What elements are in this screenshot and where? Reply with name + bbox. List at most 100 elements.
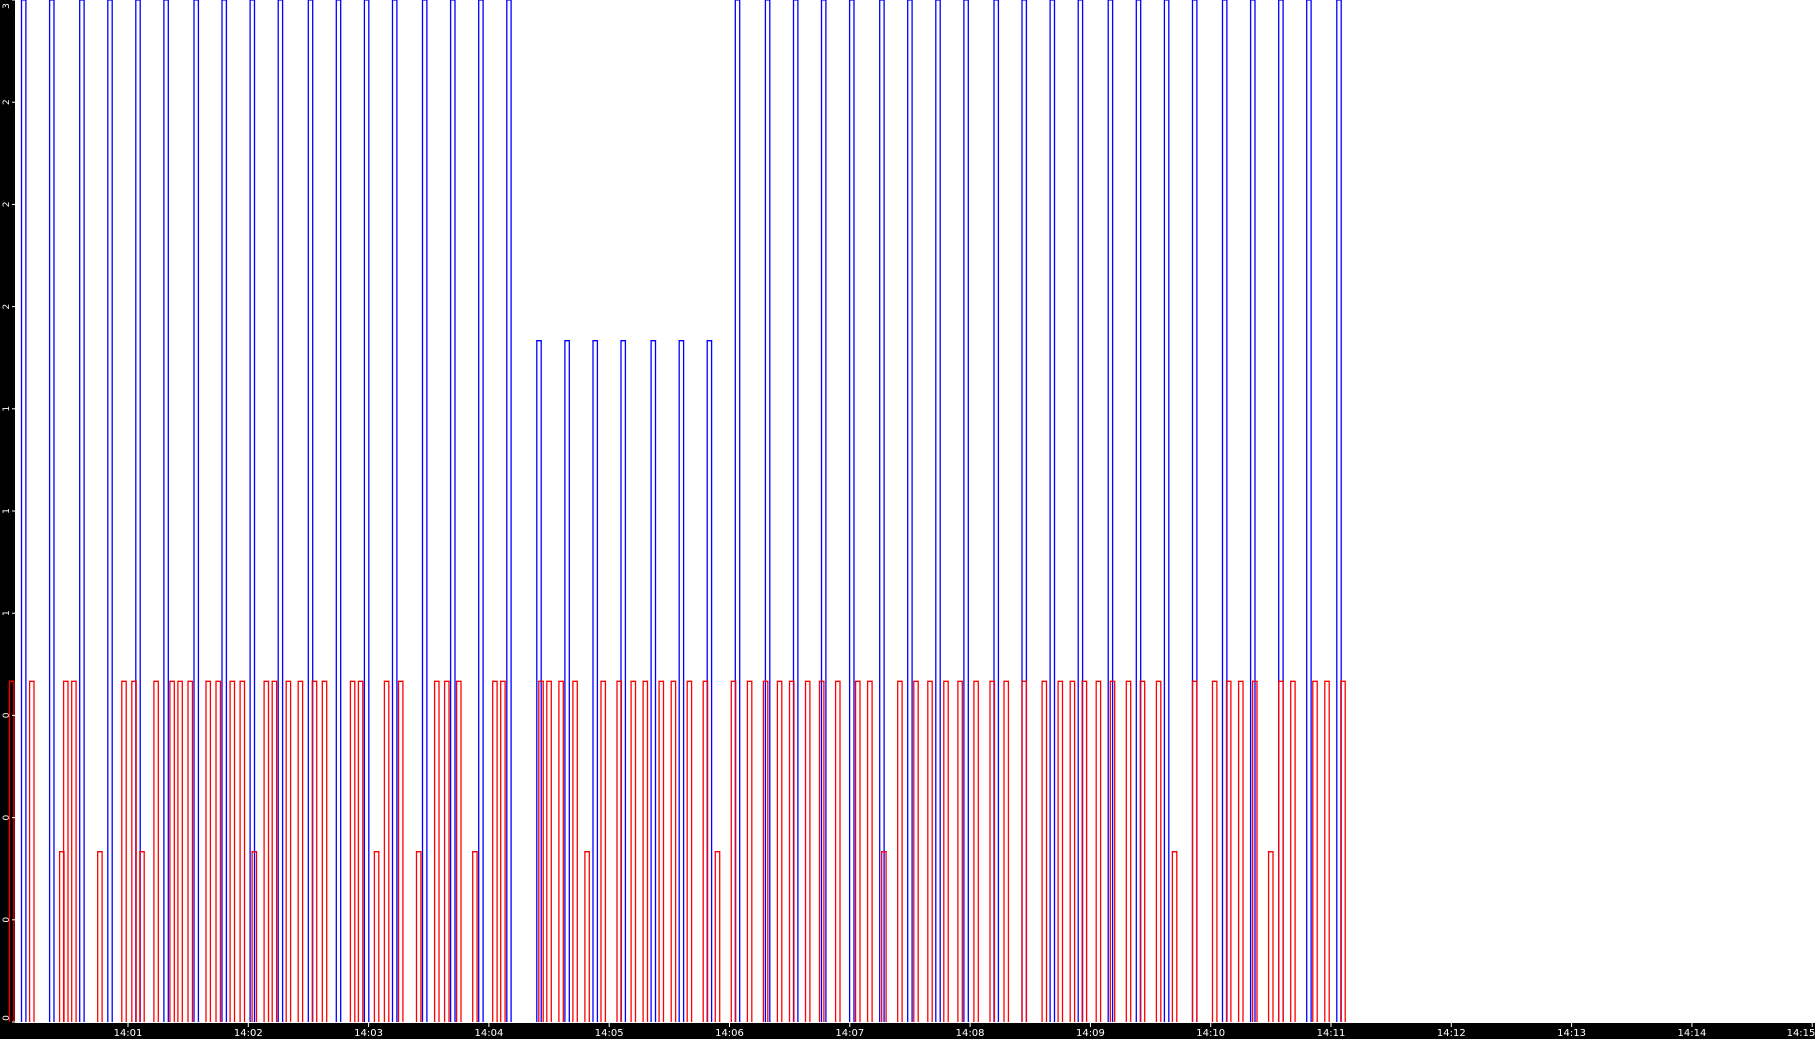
series-0-pulse-34 <box>993 0 1000 1022</box>
series-0-pulse-26 <box>764 0 771 1022</box>
x-tick-label-14: 14:15 <box>1787 1028 1815 1039</box>
series-1-pulse-52 <box>762 680 769 1022</box>
x-tick-label-0: 14:01 <box>114 1028 143 1039</box>
series-1-pulse-48 <box>702 680 709 1022</box>
series-0-pulse-15 <box>449 0 456 1022</box>
bottom-axis-bar <box>0 1023 1815 1039</box>
series-1-pulse-26 <box>373 851 380 1022</box>
series-0-pulse-28 <box>820 0 827 1022</box>
series-1-pulse-32 <box>455 680 462 1022</box>
series-1-pulse-10 <box>169 680 175 1022</box>
series-0 <box>20 0 1342 1022</box>
series-0-pulse-10 <box>307 0 314 1022</box>
series-0-pulse-25 <box>734 0 741 1022</box>
series-1-pulse-12 <box>187 680 194 1022</box>
y-tick-label-7: 2 <box>2 304 12 310</box>
x-tick-label-6: 14:07 <box>835 1028 864 1039</box>
series-0-pulse-37 <box>1077 0 1084 1022</box>
series-1-pulse-71 <box>1057 680 1064 1022</box>
y-tick-label-8: 2 <box>2 202 12 208</box>
x-tick-label-10: 14:11 <box>1317 1028 1346 1039</box>
series-0-pulse-32 <box>935 0 941 1022</box>
series-0-pulse-22 <box>650 340 657 1022</box>
series-0-pulse-17 <box>506 0 512 1022</box>
series-1-pulse-87 <box>1290 680 1296 1022</box>
series-0-pulse-16 <box>478 0 484 1022</box>
series-0-pulse-38 <box>1107 0 1114 1022</box>
series-1-pulse-44 <box>642 680 649 1022</box>
series-1-pulse-64 <box>943 680 949 1022</box>
x-tick-label-8: 14:09 <box>1076 1028 1105 1039</box>
series-1-pulse-63 <box>927 680 933 1022</box>
series-1-pulse-81 <box>1211 680 1218 1022</box>
series-1-pulse-24 <box>349 680 356 1022</box>
series-1-pulse-21 <box>297 680 304 1022</box>
series-1-pulse-31 <box>443 680 450 1022</box>
series-1-pulse-45 <box>658 680 665 1022</box>
series-1-pulse-69 <box>1021 680 1028 1022</box>
series-1-pulse-47 <box>686 680 693 1022</box>
series-1-pulse-22 <box>311 680 318 1022</box>
series-1-pulse-28 <box>397 680 404 1022</box>
series-1-pulse-58 <box>854 680 861 1022</box>
series-1-pulse-89 <box>1324 680 1330 1022</box>
series-1-pulse-85 <box>1267 851 1274 1022</box>
series-1-pulse-15 <box>229 680 236 1022</box>
series-1-pulse-90 <box>1340 680 1346 1022</box>
series-0-pulse-40 <box>1163 0 1170 1022</box>
series-layer <box>8 0 1346 1022</box>
series-1-pulse-16 <box>239 680 246 1022</box>
series-0-pulse-19 <box>564 340 570 1022</box>
series-0-pulse-11 <box>335 0 342 1022</box>
series-0-pulse-31 <box>907 0 913 1022</box>
series-1-pulse-86 <box>1278 680 1284 1022</box>
series-0-pulse-14 <box>421 0 428 1022</box>
series-1-pulse-62 <box>913 680 919 1022</box>
series-1-pulse-78 <box>1155 680 1162 1022</box>
x-tick-label-9: 14:10 <box>1196 1028 1225 1039</box>
x-tick-label-1: 14:02 <box>234 1028 263 1039</box>
y-tick-label-2: 0 <box>2 814 12 820</box>
series-1-pulse-25 <box>357 680 364 1022</box>
x-axis-ticks: 14:01 14:02 14:03 14:04 14:05 14:06 14:07 14:08… <box>114 1023 1815 1039</box>
x-tick-label-12: 14:13 <box>1557 1028 1586 1039</box>
series-1-pulse-43 <box>630 680 637 1022</box>
series-0-pulse-7 <box>221 0 228 1022</box>
series-1-pulse-84 <box>1251 680 1258 1022</box>
series-1-pulse-88 <box>1312 680 1318 1022</box>
y-tick-label-1: 0 <box>2 917 12 923</box>
series-1-pulse-42 <box>616 680 623 1022</box>
series-1-pulse-9 <box>153 680 159 1022</box>
series-1-pulse-68 <box>1003 680 1010 1022</box>
series-1-pulse-27 <box>383 680 390 1022</box>
series-1-pulse-35 <box>500 680 506 1022</box>
x-tick-label-5: 14:06 <box>715 1028 744 1039</box>
series-1-pulse-3 <box>62 680 69 1022</box>
series-1-pulse-60 <box>881 851 887 1022</box>
series-1-pulse-4 <box>71 680 77 1022</box>
series-1-pulse-14 <box>215 680 222 1022</box>
series-1-pulse-53 <box>776 680 783 1022</box>
series-1-pulse-65 <box>957 680 963 1022</box>
series-1-pulse-56 <box>818 680 825 1022</box>
y-tick-label-3: 0 <box>2 712 12 718</box>
series-0-pulse-41 <box>1191 0 1198 1022</box>
series-1-pulse-61 <box>897 680 903 1022</box>
series-1-pulse-5 <box>97 851 103 1022</box>
x-tick-label-2: 14:03 <box>354 1028 383 1039</box>
series-1-pulse-6 <box>121 680 127 1022</box>
series-1-pulse-54 <box>788 680 795 1022</box>
series-1-pulse-74 <box>1095 680 1102 1022</box>
series-1-pulse-49 <box>714 851 721 1022</box>
series-0-pulse-29 <box>848 0 855 1022</box>
series-1-pulse-19 <box>271 680 278 1022</box>
y-tick-label-9: 2 <box>2 99 12 105</box>
x-tick-label-7: 14:08 <box>956 1028 985 1039</box>
series-1-pulse-57 <box>834 680 841 1022</box>
y-tick-label-4: 1 <box>2 610 12 616</box>
series-0-pulse-1 <box>48 0 55 1022</box>
series-1-pulse-82 <box>1225 680 1232 1022</box>
series-1 <box>8 680 1346 1022</box>
series-0-pulse-46 <box>1336 0 1342 1022</box>
series-1-pulse-73 <box>1081 680 1088 1022</box>
